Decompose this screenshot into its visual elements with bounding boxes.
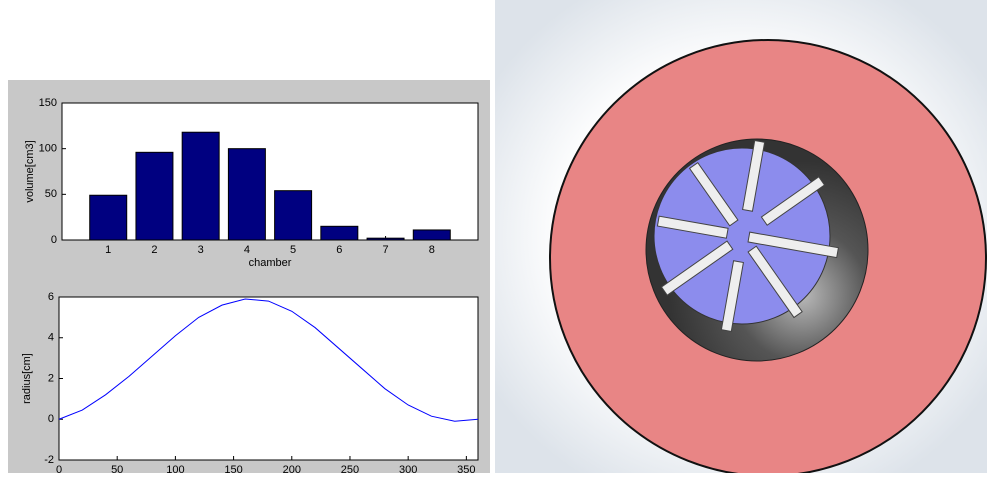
y-axis-label: volume[cm3] bbox=[24, 140, 36, 202]
x-tick-label: 200 bbox=[283, 464, 301, 473]
x-tick-label: 2 bbox=[151, 244, 157, 256]
x-tick-label: 7 bbox=[382, 244, 388, 256]
x-tick-label: 350 bbox=[457, 464, 475, 473]
y-tick-label: 150 bbox=[39, 97, 57, 109]
bar bbox=[182, 132, 219, 240]
y-tick-label: 2 bbox=[48, 372, 54, 384]
x-tick-label: 3 bbox=[198, 244, 204, 256]
x-tick-label: 1 bbox=[105, 244, 111, 256]
x-tick-label: 6 bbox=[336, 244, 342, 256]
y-tick-label: 50 bbox=[45, 188, 57, 200]
x-tick-label: 150 bbox=[224, 464, 242, 473]
page: 05010015012345678chambervolume[cm3]-2024… bbox=[0, 0, 987, 473]
y-tick-label: 6 bbox=[48, 291, 54, 303]
render bbox=[550, 40, 986, 473]
x-tick-label: 250 bbox=[341, 464, 359, 473]
x-tick-label: 4 bbox=[244, 244, 250, 256]
y-axis-label: radius[cm] bbox=[21, 353, 33, 404]
x-tick-label: 0 bbox=[56, 464, 62, 473]
bar bbox=[413, 230, 450, 240]
screenshot: 05010015012345678chambervolume[cm3]-2024… bbox=[0, 0, 987, 473]
x-axis-label: chamber bbox=[249, 257, 292, 269]
y-tick-label: -2 bbox=[44, 454, 54, 466]
x-tick-label: 100 bbox=[166, 464, 184, 473]
bar bbox=[136, 152, 173, 240]
y-tick-label: 100 bbox=[39, 143, 57, 155]
bar bbox=[367, 238, 404, 240]
x-tick-label: 8 bbox=[429, 244, 435, 256]
x-tick-label: 50 bbox=[111, 464, 123, 473]
y-tick-label: 0 bbox=[48, 413, 54, 425]
x-tick-label: 300 bbox=[399, 464, 417, 473]
y-tick-label: 0 bbox=[51, 234, 57, 246]
x-tick-label: 5 bbox=[290, 244, 296, 256]
axes-2 bbox=[59, 297, 478, 460]
bar bbox=[275, 191, 312, 240]
bar bbox=[228, 149, 265, 240]
bar bbox=[90, 195, 127, 240]
y-tick-label: 4 bbox=[48, 332, 54, 344]
bar bbox=[321, 226, 358, 240]
